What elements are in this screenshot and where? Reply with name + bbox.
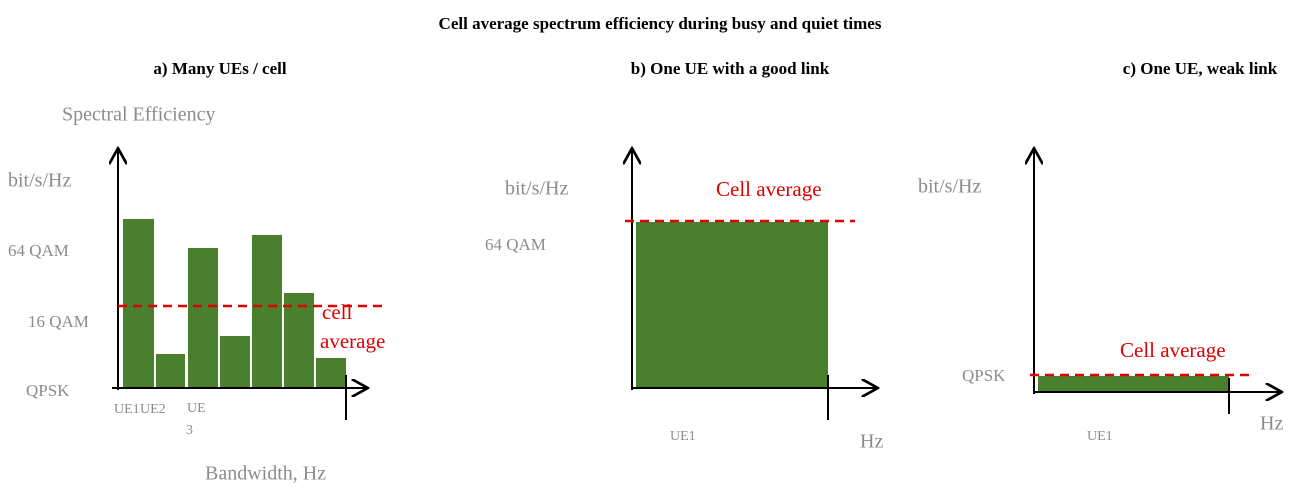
ue-label: UE1: [670, 429, 696, 444]
level: 64 QAM: [485, 235, 546, 254]
panel-title: c) One UE, weak link: [1123, 59, 1278, 78]
bar: [636, 222, 828, 388]
x-axis-title: Bandwidth, Hz: [205, 463, 326, 485]
unit: bit/s/Hz: [8, 170, 71, 192]
x-axis-title: Hz: [860, 431, 883, 453]
x-axis-title: Hz: [1260, 413, 1283, 435]
panel-c: c) One UE, weak link bit/s/Hz QPSK Cell …: [918, 59, 1283, 444]
level: 64 QAM: [8, 241, 69, 260]
panel-title: b) One UE with a good link: [631, 59, 830, 78]
average-label: average: [320, 329, 385, 353]
bar: [123, 219, 154, 388]
bar: [284, 293, 314, 388]
bar: [188, 248, 218, 388]
panel-a: a) Many UEs / cell Spectral Efficiency b…: [8, 59, 388, 485]
average-label: Cell average: [716, 177, 822, 201]
level: 16 QAM: [28, 312, 89, 331]
ue-label: UE1: [1087, 429, 1113, 444]
bar: [252, 235, 282, 388]
unit: bit/s/Hz: [918, 176, 981, 198]
unit: bit/s/Hz: [505, 178, 568, 200]
bar: [316, 358, 346, 388]
ue-label: UE2: [140, 402, 166, 417]
panel-title: a) Many UEs / cell: [153, 59, 286, 78]
level: QPSK: [26, 381, 70, 400]
average-label: cell: [322, 300, 352, 324]
bar: [156, 354, 185, 388]
ue-label: UE: [187, 401, 206, 416]
panel-b: b) One UE with a good link bit/s/Hz 64 Q…: [485, 59, 883, 453]
average-label: Cell average: [1120, 338, 1226, 362]
ue-label: 3: [186, 423, 193, 438]
bar: [1038, 376, 1229, 391]
bar: [220, 336, 250, 388]
level: QPSK: [962, 366, 1006, 385]
title: Cell average spectrum efficiency during …: [439, 14, 882, 33]
ue-label: UE1: [114, 402, 140, 417]
y-axis-title: Spectral Efficiency: [62, 104, 215, 126]
